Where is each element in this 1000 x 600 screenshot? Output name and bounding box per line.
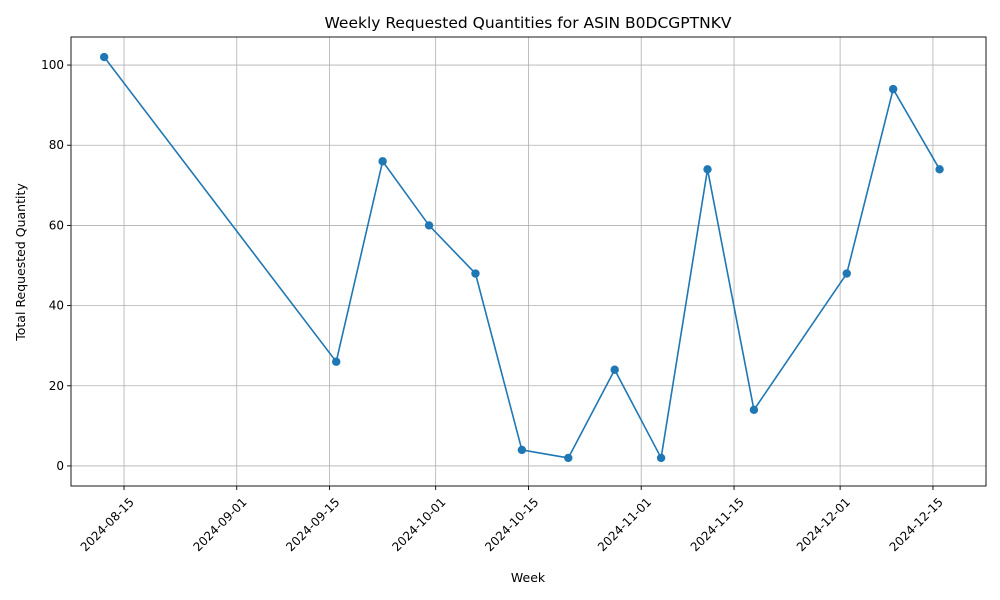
data-point (656, 453, 666, 463)
grid-lines (71, 37, 986, 486)
y-tick-label: 0 (56, 459, 64, 473)
x-tick-label: 2024-10-15 (482, 495, 541, 554)
data-point (842, 269, 851, 278)
data-point (471, 269, 480, 278)
y-tick-label: 60 (49, 218, 64, 232)
data-point (517, 445, 527, 455)
data-point (424, 221, 434, 230)
data-point (703, 165, 712, 174)
data-point (935, 165, 944, 174)
data-point (564, 453, 573, 463)
data-series (99, 52, 944, 463)
y-tick-label: 40 (49, 299, 64, 313)
y-tick-label: 20 (49, 379, 64, 393)
data-point (610, 365, 619, 374)
x-tick-label: 2024-11-15 (688, 495, 747, 554)
x-tick-label: 2024-12-15 (887, 495, 946, 554)
data-point (99, 52, 109, 62)
data-point (378, 157, 387, 166)
chart-title: Weekly Requested Quantities for ASIN B0D… (324, 14, 731, 32)
data-point (749, 405, 759, 415)
axis-ticks: 2024-08-15 2024-09-01 2024-09-15 2024-10-01… (41, 58, 946, 554)
y-tick-label: 80 (49, 138, 64, 152)
x-tick-label: 2024-09-01 (190, 495, 249, 554)
x-tick-label: 2024-11-01 (595, 495, 654, 554)
x-tick-label: 2024-10-01 (389, 495, 448, 554)
y-tick-label: 100 (41, 58, 64, 72)
data-point (332, 357, 341, 366)
x-axis-label: Week (511, 570, 546, 585)
y-axis-label: Total Requested Quantity (13, 183, 28, 342)
x-tick-label: 2024-09-15 (283, 495, 342, 554)
series-line (103, 56, 941, 461)
x-tick-label: 2024-08-15 (78, 495, 137, 554)
x-tick-label: 2024-12-01 (794, 495, 853, 554)
data-point (888, 84, 898, 94)
